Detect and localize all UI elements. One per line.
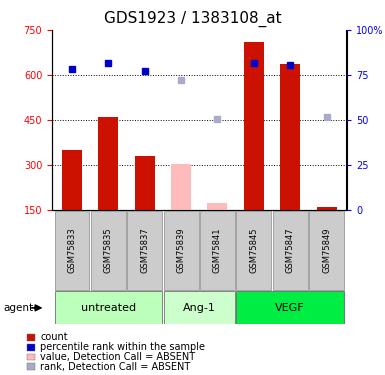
Text: VEGF: VEGF — [275, 303, 305, 313]
Bar — [62, 150, 82, 210]
Text: GSM75847: GSM75847 — [286, 228, 295, 273]
Text: GDS1923 / 1383108_at: GDS1923 / 1383108_at — [104, 11, 281, 27]
Bar — [127, 211, 162, 290]
Bar — [280, 64, 300, 210]
Text: Ang-1: Ang-1 — [183, 303, 216, 313]
Bar — [171, 164, 191, 210]
Bar — [91, 211, 126, 290]
Text: agent: agent — [4, 303, 34, 313]
Text: untreated: untreated — [81, 303, 136, 313]
Bar — [55, 291, 162, 324]
Bar — [273, 211, 308, 290]
Text: GSM75845: GSM75845 — [249, 228, 258, 273]
Text: GSM75841: GSM75841 — [213, 228, 222, 273]
Bar — [244, 42, 264, 210]
Text: GSM75849: GSM75849 — [322, 228, 331, 273]
Bar — [164, 211, 199, 290]
Text: GSM75837: GSM75837 — [140, 227, 149, 273]
Bar — [316, 207, 336, 210]
Bar — [135, 156, 155, 210]
Text: rank, Detection Call = ABSENT: rank, Detection Call = ABSENT — [40, 362, 190, 372]
Bar — [164, 291, 235, 324]
Bar — [236, 291, 344, 324]
Text: GSM75833: GSM75833 — [67, 227, 77, 273]
Bar — [55, 211, 89, 290]
Bar — [309, 211, 344, 290]
Bar — [200, 211, 235, 290]
Text: percentile rank within the sample: percentile rank within the sample — [40, 342, 205, 352]
Text: value, Detection Call = ABSENT: value, Detection Call = ABSENT — [40, 352, 195, 362]
Bar — [208, 202, 228, 210]
Bar — [236, 211, 271, 290]
Text: GSM75835: GSM75835 — [104, 228, 113, 273]
Text: GSM75839: GSM75839 — [177, 228, 186, 273]
Text: count: count — [40, 333, 68, 342]
Bar — [98, 117, 118, 210]
